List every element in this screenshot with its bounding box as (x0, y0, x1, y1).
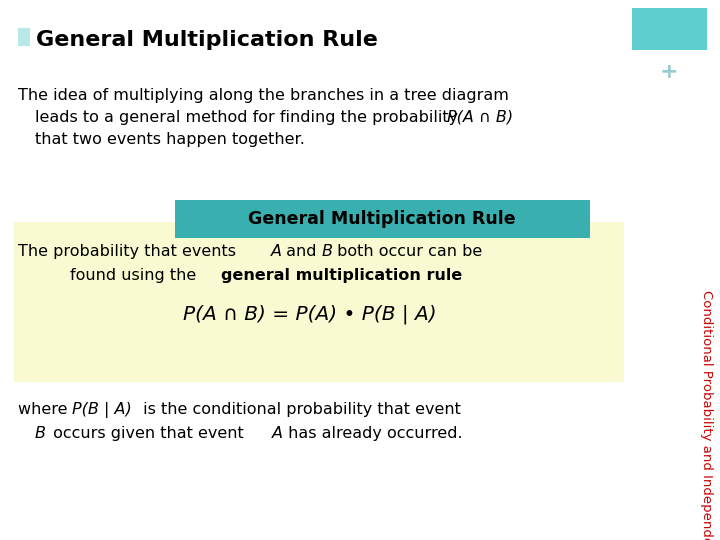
Text: P(A ∩ B) = P(A) • P(B | A): P(A ∩ B) = P(A) • P(B | A) (183, 305, 437, 325)
Text: B: B (35, 426, 46, 441)
Text: General Multiplication Rule: General Multiplication Rule (36, 30, 378, 50)
Bar (14, 222, 624, 382)
Text: A: A (272, 426, 283, 441)
Text: has already occurred.: has already occurred. (283, 426, 463, 441)
Text: P(B | A): P(B | A) (72, 402, 132, 418)
Text: A: A (271, 244, 282, 259)
Text: is the conditional probability that event: is the conditional probability that even… (138, 402, 461, 417)
Text: that two events happen together.: that two events happen together. (35, 132, 305, 147)
Text: leads to a general method for finding the probability: leads to a general method for finding th… (35, 110, 463, 125)
Text: General Multiplication Rule: General Multiplication Rule (248, 210, 516, 228)
Text: found using the: found using the (70, 268, 202, 283)
Bar (18, 28, 30, 46)
Text: The probability that events: The probability that events (18, 244, 241, 259)
Text: The idea of multiplying along the branches in a tree diagram: The idea of multiplying along the branch… (18, 88, 509, 103)
Text: Conditional Probability and Independence: Conditional Probability and Independence (700, 291, 713, 540)
Text: occurs given that event: occurs given that event (48, 426, 249, 441)
Text: both occur can be: both occur can be (332, 244, 482, 259)
Text: B: B (322, 244, 333, 259)
Bar (632, 8, 707, 50)
Text: P(A ∩ B): P(A ∩ B) (447, 110, 513, 125)
Text: and: and (281, 244, 322, 259)
Text: +: + (660, 62, 678, 82)
Bar (175, 200, 590, 238)
Text: where: where (18, 402, 73, 417)
Text: general multiplication rule: general multiplication rule (221, 268, 462, 283)
